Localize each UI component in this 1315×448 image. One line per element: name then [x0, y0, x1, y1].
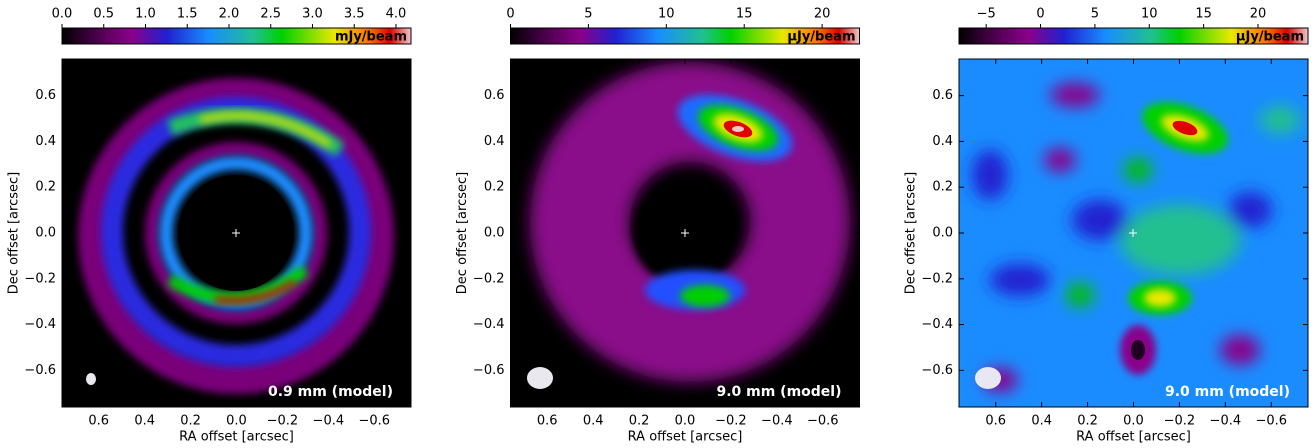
y-tick-label: 0.6	[932, 88, 953, 103]
x-axis-label: RA offset [arcsec]	[179, 430, 294, 445]
y-tick-label: 0.2	[932, 180, 953, 195]
colorbar-tick-label: 5	[584, 7, 592, 22]
x-tick-label: 0.0	[226, 414, 247, 429]
image-panel-2	[511, 59, 860, 407]
colorbar-label: mJy/beam	[335, 30, 407, 45]
y-tick-label: −0.6	[24, 363, 56, 378]
y-tick-label: −0.2	[921, 271, 953, 286]
x-tick-label: −0.2	[267, 414, 299, 429]
y-tick-label: 0.0	[484, 226, 505, 241]
colorbar	[510, 27, 860, 45]
colorbar-tick-label: 3.5	[344, 7, 365, 22]
colorbar-label: μJy/beam	[787, 30, 855, 45]
colorbar-tick-label: 2.5	[260, 7, 281, 22]
y-tick-label: 0.4	[932, 134, 953, 149]
colorbar-tick-label: 10	[1141, 7, 1158, 22]
x-axis-label: RA offset [arcsec]	[628, 430, 743, 445]
colorbar-tick-label: 0.0	[52, 7, 73, 22]
x-tick-label: −0.4	[761, 414, 793, 429]
x-tick-label: 0.2	[180, 414, 201, 429]
y-tick-label: −0.6	[921, 363, 953, 378]
x-tick-label: −0.6	[807, 414, 839, 429]
y-tick-label: −0.4	[24, 317, 56, 332]
colorbar-tick-label: 5	[1091, 7, 1099, 22]
colorbar-tick-label: 0	[1036, 7, 1044, 22]
colorbar-tick-label: 10	[658, 7, 675, 22]
y-tick-label: −0.2	[473, 271, 505, 286]
y-tick-label: 0.4	[35, 134, 56, 149]
colorbar-tick-label: 0.5	[93, 7, 114, 22]
x-tick-label: 0.6	[88, 414, 109, 429]
x-axis-label: RA offset [arcsec]	[1076, 430, 1191, 445]
y-tick-label: −0.6	[473, 363, 505, 378]
colorbar-tick-label: 4.0	[386, 7, 407, 22]
colorbar-tick-label: 1.5	[177, 7, 198, 22]
y-tick-label: 0.4	[484, 134, 505, 149]
x-tick-label: 0.6	[537, 414, 558, 429]
image-panel-1	[62, 59, 411, 407]
y-tick-label: −0.2	[24, 271, 56, 286]
annotation: 9.0 mm (model)	[1165, 384, 1290, 400]
y-tick-label: 0.2	[35, 180, 56, 195]
y-axis-label: Dec offset [arcsec]	[7, 172, 22, 294]
y-tick-label: 0.0	[35, 226, 56, 241]
y-axis-label: Dec offset [arcsec]	[455, 172, 470, 294]
x-tick-label: 0.6	[985, 414, 1006, 429]
colorbar-tick-label: 15	[736, 7, 753, 22]
x-tick-label: 0.0	[675, 414, 696, 429]
colorbar-tick-label: 1.0	[135, 7, 156, 22]
y-tick-label: −0.4	[473, 317, 505, 332]
annotation: 0.9 mm (model)	[268, 384, 393, 400]
x-tick-label: −0.4	[1210, 414, 1242, 429]
y-tick-label: 0.6	[35, 88, 56, 103]
x-tick-label: −0.6	[1255, 414, 1287, 429]
colorbar-tick-label: −5	[977, 7, 996, 22]
x-tick-label: −0.6	[358, 414, 390, 429]
y-tick-label: 0.0	[932, 226, 953, 241]
x-tick-label: 0.0	[1123, 414, 1144, 429]
x-tick-label: 0.2	[1077, 414, 1098, 429]
x-tick-label: −0.2	[715, 414, 747, 429]
colorbar-tick-label: 15	[1195, 7, 1212, 22]
y-axis-label: Dec offset [arcsec]	[904, 172, 919, 294]
x-tick-label: 0.4	[134, 414, 155, 429]
annotation: 9.0 mm (model)	[716, 384, 841, 400]
colorbar	[958, 27, 1309, 45]
x-tick-label: 0.4	[1031, 414, 1052, 429]
x-tick-label: 0.4	[583, 414, 604, 429]
colorbar-tick-label: 0	[506, 7, 514, 22]
y-tick-label: 0.6	[484, 88, 505, 103]
y-tick-label: 0.2	[484, 180, 505, 195]
x-tick-label: 0.2	[629, 414, 650, 429]
y-tick-label: −0.4	[921, 317, 953, 332]
colorbar	[61, 27, 412, 45]
x-tick-label: −0.2	[1164, 414, 1196, 429]
colorbar-label: μJy/beam	[1236, 30, 1304, 45]
x-tick-label: −0.4	[313, 414, 345, 429]
colorbar-tick-label: 2.0	[219, 7, 240, 22]
image-panel-3	[959, 59, 1308, 407]
colorbar-tick-label: 20	[1250, 7, 1267, 22]
colorbar-tick-label: 3.0	[302, 7, 323, 22]
colorbar-tick-label: 20	[814, 7, 831, 22]
